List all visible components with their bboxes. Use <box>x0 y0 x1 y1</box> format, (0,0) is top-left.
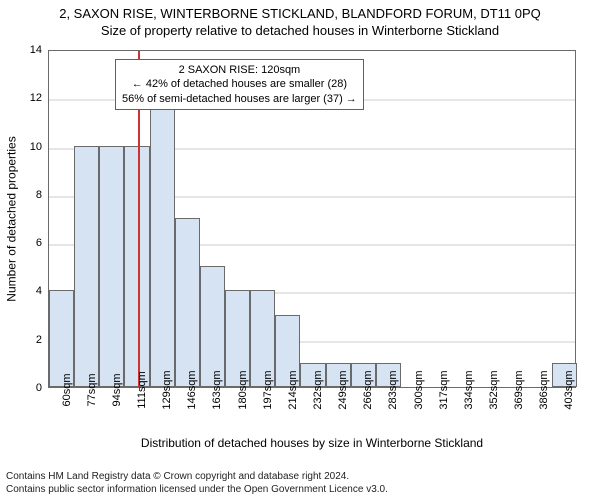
y-tick-label: 4 <box>0 285 48 297</box>
x-tick-label: 60sqm <box>61 373 73 406</box>
page-title-line2: Size of property relative to detached ho… <box>0 21 600 38</box>
footer-line2: Contains public sector information licen… <box>6 483 388 496</box>
bar <box>99 146 124 387</box>
page-title-line1: 2, SAXON RISE, WINTERBORNE STICKLAND, BL… <box>0 0 600 21</box>
bar <box>74 146 99 387</box>
x-tick-label: 283sqm <box>387 370 399 409</box>
x-tick-label: 146sqm <box>186 370 198 409</box>
x-tick-label: 129sqm <box>161 370 173 409</box>
x-tick-label: 77sqm <box>86 373 98 406</box>
bar <box>124 146 149 387</box>
footer-attribution: Contains HM Land Registry data © Crown c… <box>6 470 388 496</box>
x-tick-label: 197sqm <box>262 370 274 409</box>
x-tick-label: 369sqm <box>513 370 525 409</box>
y-tick-label: 2 <box>0 334 48 346</box>
bar <box>175 218 200 387</box>
x-tick-label: 266sqm <box>362 370 374 409</box>
y-tick-label: 8 <box>0 189 48 201</box>
x-tick-label: 111sqm <box>136 371 148 409</box>
y-tick-label: 10 <box>0 141 48 153</box>
y-tick-label: 6 <box>0 237 48 249</box>
x-axis-label: Distribution of detached houses by size … <box>48 436 576 450</box>
x-tick-label: 352sqm <box>488 370 500 409</box>
bar <box>200 266 225 387</box>
x-tick-label: 163sqm <box>211 370 223 409</box>
y-tick-label: 0 <box>0 382 48 394</box>
annotation-line1: 2 SAXON RISE: 120sqm <box>122 63 357 77</box>
annotation-line3: 56% of semi-detached houses are larger (… <box>122 92 357 106</box>
chart-plot-area: 2 SAXON RISE: 120sqm ← 42% of detached h… <box>48 50 576 388</box>
annotation-line2: ← 42% of detached houses are smaller (28… <box>122 77 357 91</box>
x-tick-label: 94sqm <box>111 373 123 406</box>
annotation-box: 2 SAXON RISE: 120sqm ← 42% of detached h… <box>115 59 364 110</box>
x-tick-label: 249sqm <box>337 370 349 409</box>
x-tick-label: 334sqm <box>463 370 475 409</box>
bar <box>150 97 175 387</box>
footer-line1: Contains HM Land Registry data © Crown c… <box>6 470 388 483</box>
x-tick-label: 232sqm <box>312 370 324 409</box>
x-tick-label: 214sqm <box>287 370 299 409</box>
x-tick-label: 317sqm <box>438 370 450 409</box>
x-tick-label: 386sqm <box>538 370 550 409</box>
x-tick-label: 403sqm <box>563 370 575 409</box>
y-tick-label: 12 <box>0 92 48 104</box>
y-tick-label: 14 <box>0 44 48 56</box>
x-tick-label: 180sqm <box>237 370 249 409</box>
x-tick-label: 300sqm <box>413 370 425 409</box>
